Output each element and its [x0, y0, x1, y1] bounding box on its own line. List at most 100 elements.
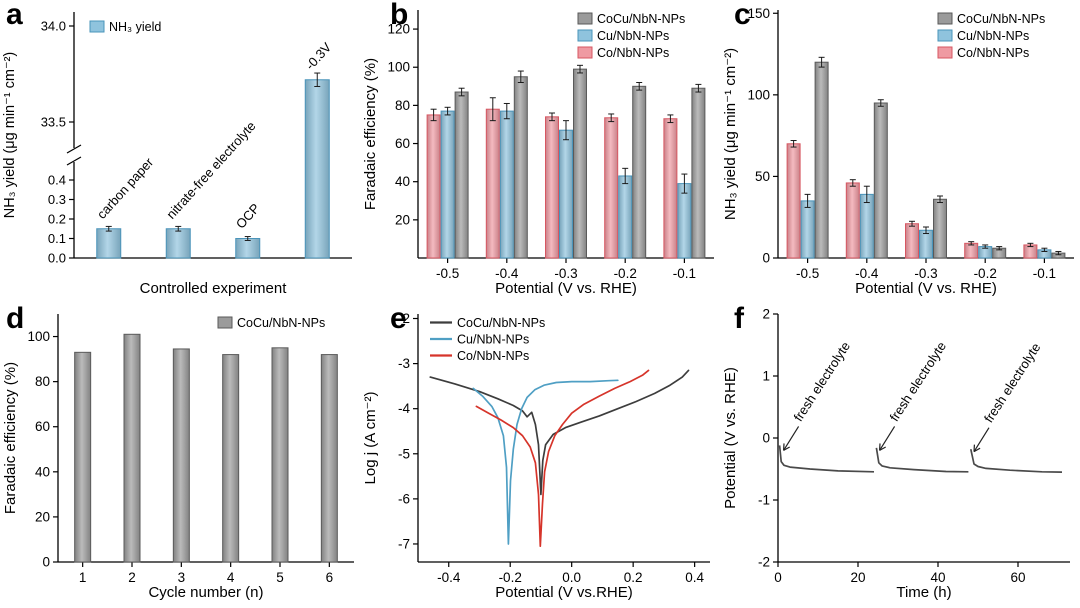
svg-text:100: 100: [27, 329, 50, 344]
panel-e-letter: e: [390, 304, 407, 335]
svg-text:CoCu/NbN-NPs: CoCu/NbN-NPs: [237, 316, 325, 330]
panel-b-chart-faradaic-efficiency: 20 40 60 80 100 120 -0.5 -0.4 -0.3 -0.2 -0.1 CoCu/N…: [362, 10, 714, 297]
svg-text:-0.1: -0.1: [673, 266, 696, 281]
svg-text:-7: -7: [398, 536, 410, 551]
svg-text:CoCu/NbN-NPs: CoCu/NbN-NPs: [957, 12, 1045, 26]
svg-text:nitrate-free electrolyte: nitrate-free electrolyte: [163, 118, 258, 221]
svg-text:-4: -4: [398, 401, 410, 416]
panel-e: e -7 -6 -5 -4 -3 -2 -0.4 -0.2 0.0 0.2 0.4 CoCu/NbN-…: [360, 304, 720, 608]
svg-text:0.0: 0.0: [48, 251, 66, 266]
svg-text:-0.5: -0.5: [796, 266, 819, 281]
panel-a-letter: a: [6, 0, 23, 31]
panel-f: f -2 -1 0 1 2 0 20 40 60 fresh electrolyte fresh e…: [720, 304, 1080, 608]
panel-b-letter: b: [390, 0, 409, 31]
svg-text:-5: -5: [398, 446, 410, 461]
panel-c-chart-nh3-yield: 0 50 100 150 -0.5 -0.4 -0.3 -0.2 -0.1 CoCu/NbN-NP…: [722, 6, 1074, 297]
svg-text:-0.3: -0.3: [914, 266, 937, 281]
svg-text:Cycle number (n): Cycle number (n): [148, 584, 263, 601]
svg-text:-0.3V: -0.3V: [302, 39, 334, 72]
svg-text:Co/NbN-NPs: Co/NbN-NPs: [957, 46, 1029, 60]
svg-text:fresh electrolyte: fresh electrolyte: [791, 339, 854, 424]
svg-text:NH₃ yield (μg min⁻¹ cm⁻²): NH₃ yield (μg min⁻¹ cm⁻²): [722, 48, 739, 220]
svg-text:100: 100: [747, 87, 770, 102]
svg-text:0: 0: [774, 570, 782, 585]
svg-text:-0.1: -0.1: [1033, 266, 1056, 281]
svg-text:Potential (V vs. RHE): Potential (V vs. RHE): [855, 280, 997, 297]
svg-text:Potential (V vs. RHE): Potential (V vs. RHE): [495, 280, 637, 297]
svg-text:Cu/NbN-NPs: Cu/NbN-NPs: [957, 29, 1029, 43]
svg-text:0.0: 0.0: [562, 570, 581, 585]
svg-text:20: 20: [395, 212, 410, 227]
panel-d-letter: d: [6, 304, 25, 335]
svg-text:20: 20: [850, 570, 865, 585]
svg-text:-2: -2: [398, 311, 410, 326]
svg-text:-0.4: -0.4: [855, 266, 879, 281]
svg-text:80: 80: [395, 98, 410, 113]
svg-text:Controlled experiment: Controlled experiment: [140, 280, 288, 297]
svg-text:40: 40: [395, 174, 410, 189]
svg-text:Faradaic efficiency (%): Faradaic efficiency (%): [362, 58, 379, 210]
svg-text:60: 60: [395, 136, 410, 151]
svg-text:0: 0: [762, 251, 770, 266]
svg-text:-1: -1: [758, 493, 770, 508]
svg-text:-3: -3: [398, 356, 410, 371]
svg-text:OCP: OCP: [233, 201, 263, 232]
svg-text:4: 4: [227, 570, 235, 585]
svg-text:20: 20: [35, 509, 50, 524]
svg-text:NH₃ yield (μg min⁻¹ cm⁻²): NH₃ yield (μg min⁻¹ cm⁻²): [2, 52, 18, 219]
svg-text:1: 1: [79, 570, 87, 585]
svg-text:6: 6: [326, 570, 334, 585]
svg-text:40: 40: [35, 464, 50, 479]
svg-text:2: 2: [128, 570, 136, 585]
svg-text:80: 80: [35, 374, 50, 389]
svg-text:5: 5: [276, 570, 284, 585]
svg-text:NH₃ yield: NH₃ yield: [109, 20, 161, 34]
svg-text:2: 2: [762, 307, 770, 322]
svg-text:Potential (V vs.RHE): Potential (V vs.RHE): [495, 584, 633, 601]
svg-text:-0.2: -0.2: [499, 570, 522, 585]
svg-text:0.4: 0.4: [685, 570, 704, 585]
svg-text:Cu/NbN-NPs: Cu/NbN-NPs: [457, 333, 529, 347]
svg-text:0: 0: [762, 431, 770, 446]
svg-text:60: 60: [1010, 570, 1025, 585]
svg-text:-0.4: -0.4: [495, 266, 519, 281]
svg-text:0.4: 0.4: [48, 173, 66, 188]
panel-c: c 0 50 100 150 -0.5 -0.4 -0.3 -0.2 -0.1 CoCu/NbN-…: [720, 0, 1080, 304]
panel-f-letter: f: [734, 304, 744, 335]
svg-text:0.3: 0.3: [48, 192, 66, 207]
svg-text:150: 150: [747, 6, 770, 21]
svg-text:40: 40: [930, 570, 945, 585]
panel-d-chart-cycling-stability: 0 20 40 60 80 100 1 2 3 4 5 6 CoCu/NbN-NPs Cycle numb…: [2, 314, 354, 601]
svg-text:CoCu/NbN-NPs: CoCu/NbN-NPs: [457, 316, 545, 330]
panel-e-chart-polarization-curves: -7 -6 -5 -4 -3 -2 -0.4 -0.2 0.0 0.2 0.4 CoCu/NbN-NP…: [362, 311, 710, 601]
svg-text:-0.3: -0.3: [554, 266, 577, 281]
svg-text:-2: -2: [758, 555, 770, 570]
svg-text:0.2: 0.2: [624, 570, 643, 585]
svg-text:1: 1: [762, 369, 770, 384]
svg-text:fresh electrolyte: fresh electrolyte: [887, 339, 950, 424]
svg-text:-0.5: -0.5: [436, 266, 459, 281]
svg-text:60: 60: [35, 419, 50, 434]
svg-text:Co/NbN-NPs: Co/NbN-NPs: [457, 349, 529, 363]
svg-text:34.0: 34.0: [41, 19, 66, 34]
svg-text:-0.2: -0.2: [614, 266, 637, 281]
svg-text:-0.4: -0.4: [437, 570, 461, 585]
svg-text:carbon paper: carbon paper: [94, 154, 157, 221]
panel-b: b 20 40 60 80 100 120 -0.5 -0.4 -0.3 -0.2 -0.1 CoCu…: [360, 0, 720, 304]
svg-text:33.5: 33.5: [41, 115, 66, 130]
svg-text:Log j (A cm⁻²): Log j (A cm⁻²): [362, 392, 379, 485]
svg-text:Potential (V vs. RHE): Potential (V vs. RHE): [722, 367, 739, 509]
svg-text:100: 100: [387, 60, 410, 75]
panel-a: a 0.0 0.1 0.2 0.3 0.4 33.5 34.0 carbon paper nit…: [0, 0, 360, 304]
svg-text:Time (h): Time (h): [896, 584, 951, 601]
svg-text:Faradaic efficiency (%): Faradaic efficiency (%): [2, 362, 19, 514]
svg-text:-0.2: -0.2: [974, 266, 997, 281]
svg-text:Co/NbN-NPs: Co/NbN-NPs: [597, 46, 669, 60]
panel-c-letter: c: [734, 0, 751, 31]
svg-text:0: 0: [42, 555, 50, 570]
svg-text:Cu/NbN-NPs: Cu/NbN-NPs: [597, 29, 669, 43]
svg-text:3: 3: [178, 570, 186, 585]
svg-text:0.2: 0.2: [48, 212, 66, 227]
